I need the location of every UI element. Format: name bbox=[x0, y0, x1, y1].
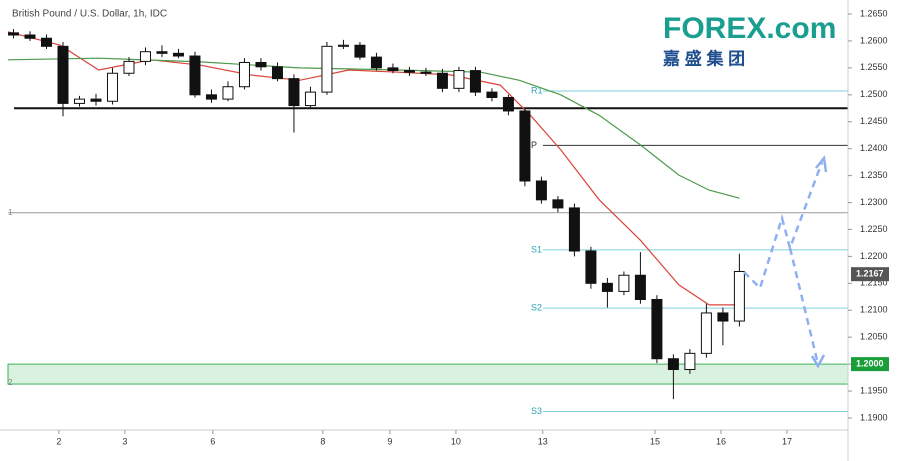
x-tick-label: 16 bbox=[716, 436, 726, 446]
last-price-label: 1.2167 bbox=[856, 269, 884, 279]
y-tick-label: 1.2050 bbox=[860, 332, 888, 342]
candle-body bbox=[502, 96, 514, 112]
y-tick-label: 1.2100 bbox=[860, 305, 888, 315]
y-tick-label: 1.2450 bbox=[860, 116, 888, 126]
pivot-name: P bbox=[531, 140, 537, 150]
y-tick-label: 1.1950 bbox=[860, 385, 888, 395]
y-tick-label: 1.2300 bbox=[860, 197, 888, 207]
y-tick-label: 1.2550 bbox=[860, 62, 888, 72]
candle-body bbox=[354, 44, 366, 58]
logo: FOREX.com bbox=[663, 12, 836, 45]
level-name: 1 bbox=[8, 208, 13, 217]
candle-body bbox=[90, 98, 102, 102]
candle-body bbox=[469, 70, 481, 93]
pivot-name: S3 bbox=[531, 406, 542, 416]
candle-body bbox=[667, 358, 679, 371]
candle-body bbox=[304, 91, 316, 107]
y-tick-label: 1.2350 bbox=[860, 170, 888, 180]
x-tick-label: 10 bbox=[451, 436, 461, 446]
candle-body bbox=[618, 274, 630, 292]
pivot-name: R1 bbox=[531, 85, 543, 95]
y-tick-label: 1.2500 bbox=[860, 89, 888, 99]
candle-body bbox=[222, 86, 234, 100]
y-tick-label: 1.2400 bbox=[860, 143, 888, 153]
moving-average bbox=[7, 57, 740, 199]
candle-body bbox=[519, 110, 531, 182]
x-tick-label: 6 bbox=[210, 436, 215, 446]
candle-body bbox=[535, 180, 547, 201]
candle-body bbox=[337, 44, 349, 47]
zone-price-label: 1.2000 bbox=[856, 358, 884, 368]
candle-body bbox=[189, 55, 201, 96]
x-tick-label: 9 bbox=[387, 436, 392, 446]
y-tick-label: 1.2650 bbox=[860, 8, 888, 18]
candle-body bbox=[106, 72, 118, 102]
arrowhead bbox=[815, 154, 828, 173]
candle-body bbox=[288, 78, 300, 107]
chart-title: British Pound / U.S. Dollar, 1h, IDC bbox=[12, 9, 167, 20]
candle-body bbox=[57, 45, 69, 104]
candle-body bbox=[684, 352, 696, 371]
projection-up bbox=[743, 161, 824, 291]
candle-body bbox=[40, 37, 52, 47]
candle-body bbox=[601, 282, 613, 292]
candle-body bbox=[370, 56, 382, 69]
candle-body bbox=[255, 61, 267, 68]
candle-body bbox=[7, 32, 19, 36]
candle-body bbox=[453, 70, 465, 89]
candle-body bbox=[205, 94, 217, 100]
candle-body bbox=[436, 72, 448, 89]
candle-body bbox=[123, 60, 135, 74]
zone-name: 2 bbox=[8, 378, 13, 387]
candle-body bbox=[733, 270, 745, 322]
candle-body bbox=[568, 207, 580, 252]
logo-sub: 嘉 盛 集 团 bbox=[662, 48, 745, 68]
candle-body bbox=[717, 312, 729, 322]
x-tick-label: 2 bbox=[56, 436, 61, 446]
candle-body bbox=[172, 52, 184, 57]
candle-body bbox=[238, 61, 250, 88]
x-tick-label: 15 bbox=[650, 436, 660, 446]
y-tick-label: 1.2600 bbox=[860, 35, 888, 45]
y-tick-label: 1.1900 bbox=[860, 412, 888, 422]
candle-body bbox=[321, 45, 333, 93]
x-tick-label: 17 bbox=[782, 436, 792, 446]
candle-body bbox=[700, 312, 712, 354]
y-tick-label: 1.2250 bbox=[860, 224, 888, 234]
candle-body bbox=[403, 70, 415, 73]
candle-body bbox=[585, 250, 597, 284]
plot: 2 1 R1 P S1 S2 S3 bbox=[7, 29, 849, 416]
candle-body bbox=[651, 298, 663, 360]
y-tick-label: 1.2200 bbox=[860, 251, 888, 261]
projection-down bbox=[788, 247, 820, 365]
candle-body bbox=[552, 199, 564, 209]
y-tick-label: 1.2150 bbox=[860, 278, 888, 288]
candle-body bbox=[139, 51, 151, 62]
candle-body bbox=[24, 34, 36, 39]
candle-body bbox=[73, 98, 85, 104]
x-tick-label: 3 bbox=[122, 436, 127, 446]
candle-body bbox=[420, 71, 432, 74]
x-tick-label: 8 bbox=[320, 436, 325, 446]
candle-body bbox=[486, 91, 498, 98]
pivot-name: S2 bbox=[531, 302, 542, 312]
last-price-box bbox=[851, 267, 889, 282]
candle-body bbox=[156, 51, 168, 54]
x-tick-label: 13 bbox=[538, 436, 548, 446]
arrowhead bbox=[810, 354, 826, 369]
zone bbox=[7, 363, 849, 385]
candle-body bbox=[271, 66, 283, 80]
zone-price-box bbox=[851, 357, 889, 372]
candle-body bbox=[634, 274, 646, 300]
pivot-name: S1 bbox=[531, 244, 542, 254]
candle-body bbox=[387, 67, 399, 72]
